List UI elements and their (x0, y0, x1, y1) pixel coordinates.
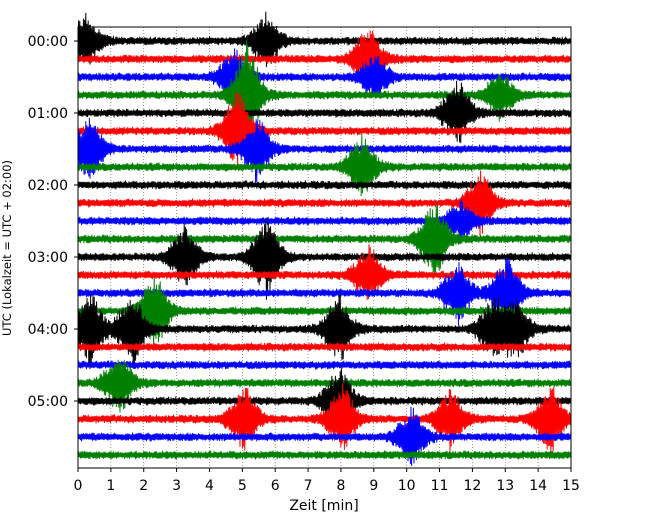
trace-row-20 (77, 368, 572, 438)
trace-row-13 (77, 243, 572, 300)
y-tick-label: 03:00 (28, 250, 68, 266)
x-tick-label: 10 (398, 478, 416, 494)
trace-row-12 (77, 217, 572, 300)
x-tick-label: 3 (172, 478, 181, 494)
x-tick-label: 12 (463, 478, 481, 494)
x-tick-label: 9 (369, 478, 378, 494)
y-tick-label: 00:00 (28, 34, 68, 50)
trace-row-10 (77, 199, 572, 243)
y-axis-label: UTC (Lokalzeit = UTC + 02:00) (0, 160, 14, 336)
trace-row-8 (77, 180, 572, 190)
x-tick-label: 13 (496, 478, 514, 494)
x-tick-label: 0 (74, 478, 83, 494)
trace-row-17 (77, 342, 572, 352)
x-tick-label: 6 (271, 478, 280, 494)
seismogram-traces (77, 11, 572, 467)
trace-row-18 (77, 360, 572, 370)
trace-row-0 (77, 11, 572, 68)
y-axis-ticks: 00:00 01:00 02:00 03:00 04:00 05:00 (28, 34, 78, 410)
trace-row-11 (77, 204, 572, 276)
trace-row-7 (77, 132, 572, 197)
x-tick-label: 15 (562, 478, 580, 494)
trace-row-4 (77, 80, 572, 144)
trace-row-19 (77, 359, 572, 413)
x-axis-ticks: 0 1 2 3 4 5 6 7 8 9 10 11 12 13 14 15 (74, 468, 580, 494)
trace-row-1 (77, 30, 572, 94)
x-tick-label: 4 (205, 478, 214, 494)
x-tick-label: 8 (336, 478, 345, 494)
y-tick-label: 05:00 (28, 394, 68, 410)
trace-row-5 (77, 92, 572, 167)
x-tick-label: 1 (106, 478, 115, 494)
x-tick-label: 7 (304, 478, 313, 494)
x-tick-label: 5 (238, 478, 247, 494)
trace-row-21 (77, 383, 572, 455)
y-tick-label: 01:00 (28, 106, 68, 122)
trace-row-16 (77, 294, 572, 370)
x-tick-label: 11 (431, 478, 449, 494)
plot-frame (77, 26, 572, 469)
trace-row-6 (77, 117, 572, 183)
y-tick-label: 04:00 (28, 322, 68, 338)
trace-row-22 (77, 406, 572, 467)
trace-row-2 (77, 48, 572, 107)
x-axis-label: Zeit [min] (289, 498, 358, 514)
x-tick-label: 2 (139, 478, 148, 494)
trace-row-9 (77, 170, 572, 237)
y-tick-label: 02:00 (28, 178, 68, 194)
trace-row-3 (77, 40, 572, 141)
trace-row-23 (77, 450, 572, 460)
x-tick-label: 14 (529, 478, 547, 494)
